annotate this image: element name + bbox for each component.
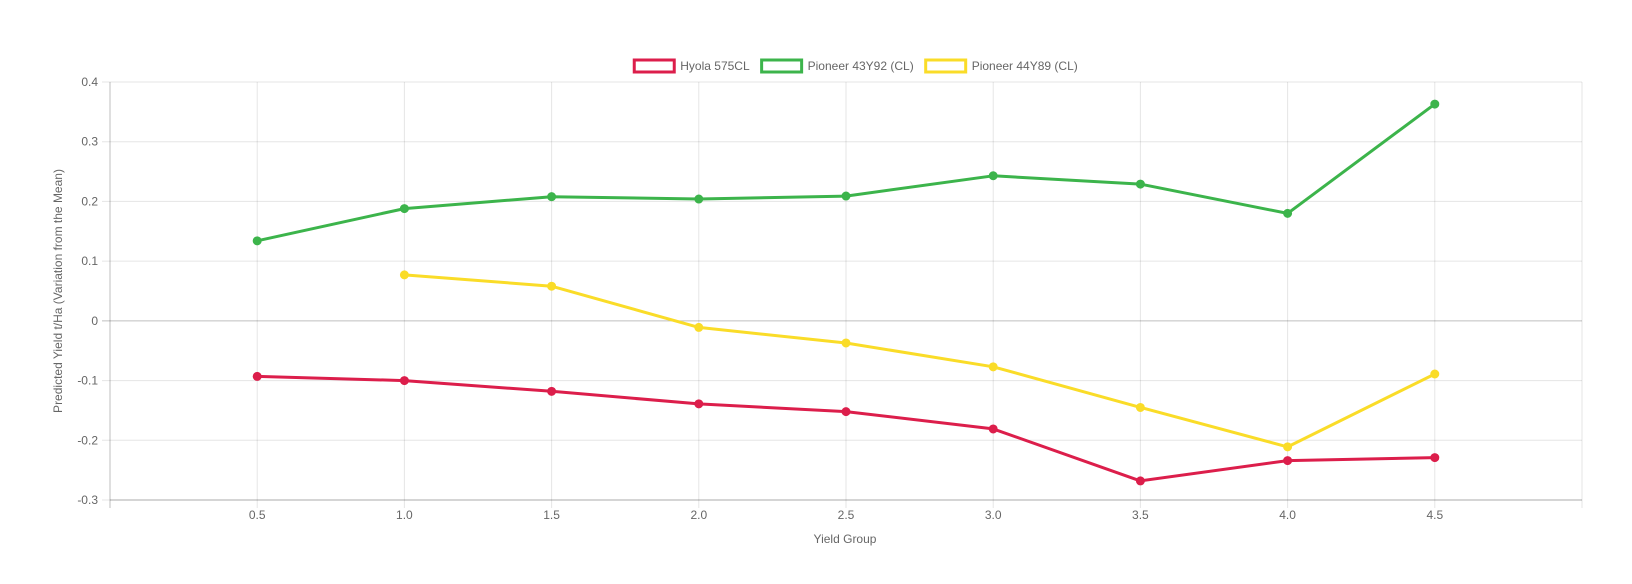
data-point[interactable] (841, 407, 851, 417)
y-tick-label: -0.1 (77, 374, 98, 388)
legend: Hyola 575CL Pioneer 43Y92 (CL) Pioneer 44Y… (632, 58, 1078, 74)
data-point[interactable] (1430, 369, 1440, 379)
data-point[interactable] (694, 194, 704, 204)
series-2 (252, 99, 1440, 246)
legend-swatch (632, 58, 676, 74)
x-tick-label: 0.5 (249, 508, 266, 522)
y-tick-label: -0.2 (77, 433, 98, 447)
data-point[interactable] (547, 386, 557, 396)
y-tick-label: 0.3 (81, 135, 98, 149)
data-point[interactable] (1283, 456, 1293, 466)
legend-item[interactable]: Pioneer 44Y89 (CL) (924, 58, 1078, 74)
x-tick-label: 3.0 (985, 508, 1002, 522)
data-point[interactable] (547, 281, 557, 291)
x-tick-label: 2.5 (838, 508, 855, 522)
legend-item[interactable]: Hyola 575CL (632, 58, 750, 74)
x-tick-label: 4.0 (1279, 508, 1296, 522)
y-tick-label: 0.4 (81, 75, 98, 89)
data-point[interactable] (841, 338, 851, 348)
data-point[interactable] (252, 371, 262, 381)
data-point[interactable] (399, 270, 409, 280)
series-group (252, 99, 1440, 486)
data-point[interactable] (988, 171, 998, 181)
data-point[interactable] (399, 204, 409, 214)
legend-label: Pioneer 43Y92 (CL) (808, 59, 914, 73)
data-point[interactable] (694, 399, 704, 409)
data-point[interactable] (841, 191, 851, 201)
y-tick-label: 0 (91, 314, 98, 328)
y-axis-ticks: 0.4 0.3 0.2 0.1 0 -0.1 -0.2 -0.3 (77, 75, 98, 507)
y-tick-label: -0.3 (77, 493, 98, 507)
data-point[interactable] (988, 362, 998, 372)
legend-swatch (924, 58, 968, 74)
data-point[interactable] (547, 192, 557, 202)
x-tick-label: 1.5 (543, 508, 560, 522)
data-point[interactable] (252, 236, 262, 246)
legend-swatch (760, 58, 804, 74)
x-tick-label: 3.5 (1132, 508, 1149, 522)
y-tick-label: 0.1 (81, 254, 98, 268)
data-point[interactable] (694, 322, 704, 332)
series-1 (252, 371, 1440, 486)
legend-label: Pioneer 44Y89 (CL) (972, 59, 1078, 73)
series-line (404, 273, 1436, 449)
x-tick-label: 4.5 (1426, 508, 1443, 522)
data-point[interactable] (1430, 453, 1440, 463)
data-point[interactable] (1283, 442, 1293, 452)
grid (102, 81, 1583, 508)
legend-label: Hyola 575CL (680, 59, 750, 73)
data-point[interactable] (1135, 402, 1145, 412)
data-point[interactable] (1283, 208, 1293, 218)
series-3 (399, 270, 1440, 452)
y-tick-label: 0.2 (81, 194, 98, 208)
y-axis-label: Predicted Yield t/Ha (Variation from the… (51, 169, 65, 413)
x-axis-ticks: 0.5 1.0 1.5 2.0 2.5 3.0 3.5 4.0 4.5 (249, 508, 1444, 522)
legend-item[interactable]: Pioneer 43Y92 (CL) (760, 58, 914, 74)
data-point[interactable] (1430, 99, 1440, 109)
x-axis-label: Yield Group (814, 532, 877, 546)
x-tick-label: 2.0 (690, 508, 707, 522)
data-point[interactable] (1135, 476, 1145, 486)
data-point[interactable] (988, 424, 998, 434)
x-tick-label: 1.0 (396, 508, 413, 522)
data-point[interactable] (1135, 179, 1145, 189)
data-point[interactable] (399, 376, 409, 386)
